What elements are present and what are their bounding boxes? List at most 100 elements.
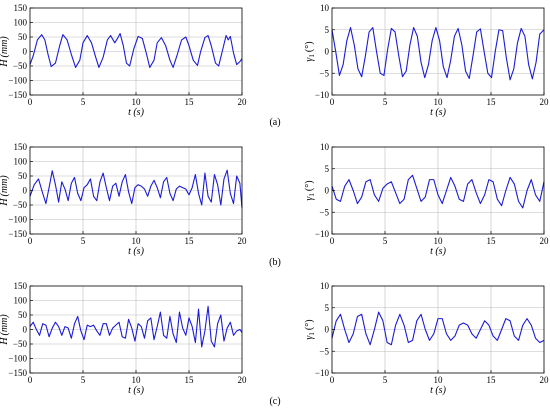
x-tick-label: 0	[330, 375, 335, 385]
y-tick-label: −100	[8, 215, 27, 225]
y-tick-label: 0	[325, 325, 330, 335]
x-tick-label: 15	[487, 375, 497, 385]
x-tick-label: 5	[383, 375, 388, 385]
y-axis-label: γ1 (°)	[304, 180, 316, 200]
y-tick-label: −150	[8, 229, 27, 239]
x-tick-label: 20	[238, 375, 248, 385]
series-line-b-roll-angle	[331, 174, 545, 209]
y-tick-label: 0	[23, 325, 28, 335]
y-tick-label: −5	[319, 207, 329, 217]
series-line-c-wave-height	[29, 305, 243, 348]
series-line-c-roll-angle	[331, 311, 545, 346]
panel-label-c: (c)	[269, 396, 280, 407]
y-tick-label: 10	[320, 281, 330, 291]
y-axis-label-subscript: 1	[308, 54, 316, 58]
x-axis-label: t (s)	[430, 385, 447, 396]
x-tick-label: 20	[540, 97, 550, 107]
y-tick-label: 5	[325, 164, 330, 174]
y-tick-label: −5	[319, 68, 329, 78]
y-axis-label-unit: (°)	[304, 41, 315, 52]
series-line-a-roll-angle	[331, 27, 545, 81]
y-axis-label-unit: (mm)	[0, 314, 10, 336]
y-axis-label-subscript: 1	[308, 332, 316, 336]
y-tick-label: 50	[18, 32, 28, 42]
x-tick-label: 5	[81, 375, 86, 385]
y-axis-label-unit: (°)	[304, 180, 315, 191]
panel-label-b: (b)	[269, 257, 281, 268]
y-axis-label-main: H	[0, 59, 10, 68]
x-tick-label: 15	[487, 97, 497, 107]
y-tick-label: 150	[14, 142, 28, 152]
y-tick-label: −10	[315, 90, 330, 100]
y-tick-label: 50	[18, 171, 28, 181]
x-tick-label: 10	[434, 375, 444, 385]
x-tick-label: 10	[434, 236, 444, 246]
x-tick-label: 5	[383, 97, 388, 107]
y-tick-label: −10	[315, 368, 330, 378]
x-tick-label: 0	[28, 97, 33, 107]
y-tick-label: 100	[14, 296, 28, 306]
x-tick-label: 0	[330, 236, 335, 246]
x-tick-label: 15	[185, 97, 195, 107]
x-tick-label: 10	[434, 97, 444, 107]
series-line-a-wave-height	[29, 32, 243, 68]
x-tick-label: 20	[540, 236, 550, 246]
y-axis-label: γ1 (°)	[304, 41, 316, 61]
y-axis-label-main: H	[0, 337, 10, 346]
y-axis-label-main: γ	[304, 57, 315, 62]
x-tick-label: 20	[238, 236, 248, 246]
x-tick-label: 10	[132, 375, 142, 385]
y-tick-label: 0	[23, 47, 28, 57]
y-tick-label: 10	[320, 142, 330, 152]
y-tick-label: −50	[13, 200, 28, 210]
y-tick-label: −50	[13, 339, 28, 349]
y-tick-label: 150	[14, 281, 28, 291]
x-tick-label: 0	[28, 375, 33, 385]
x-tick-label: 15	[487, 236, 497, 246]
y-tick-label: −100	[8, 354, 27, 364]
x-axis-label: t (s)	[128, 107, 145, 118]
y-tick-label: 100	[14, 157, 28, 167]
y-tick-label: 5	[325, 25, 330, 35]
y-tick-label: −50	[13, 61, 28, 71]
y-axis-label-unit: (mm)	[0, 36, 10, 58]
panel-label-a: (a)	[269, 117, 280, 128]
x-tick-label: 15	[185, 236, 195, 246]
chart-c-wave-height: 0 5 10 15 20 −150 −100 −50 0 50 100 150 t (s) H(mm)	[0, 281, 247, 396]
x-tick-label: 20	[540, 375, 550, 385]
x-tick-label: 15	[185, 375, 195, 385]
y-tick-label: −150	[8, 90, 27, 100]
y-axis-label-unit: (°)	[304, 319, 315, 330]
y-tick-label: 50	[18, 310, 28, 320]
y-tick-label: −10	[315, 229, 330, 239]
x-axis-label: t (s)	[430, 246, 447, 257]
y-tick-label: −5	[319, 346, 329, 356]
y-axis-label: H(mm)	[0, 175, 10, 207]
x-tick-label: 0	[28, 236, 33, 246]
y-axis-label-main: H	[0, 198, 10, 207]
y-tick-label: 5	[325, 303, 330, 313]
x-axis-label: t (s)	[128, 246, 145, 257]
y-tick-label: −150	[8, 368, 27, 378]
y-tick-label: −100	[8, 76, 27, 86]
y-tick-label: 0	[325, 186, 330, 196]
x-tick-label: 10	[132, 97, 142, 107]
y-axis-label: H(mm)	[0, 314, 10, 346]
y-axis-label: H(mm)	[0, 36, 10, 68]
chart-a-wave-height: 0 5 10 15 20 −150 −100 −50 0 50 100 150 t (s) H(mm)	[0, 3, 247, 118]
y-axis-label-unit: (mm)	[0, 175, 10, 197]
y-axis-label-main: γ	[304, 196, 315, 201]
y-tick-label: 10	[320, 3, 330, 13]
y-axis-label: γ1 (°)	[304, 319, 316, 339]
x-axis-label: t (s)	[430, 107, 447, 118]
x-tick-label: 5	[383, 236, 388, 246]
chart-b-wave-height: 0 5 10 15 20 −150 −100 −50 0 50 100 150 t (s) H(mm)	[0, 142, 247, 257]
x-axis-label: t (s)	[128, 385, 145, 396]
series-line-b-wave-height	[29, 169, 243, 208]
y-tick-label: 100	[14, 18, 28, 28]
y-axis-label-subscript: 1	[308, 193, 316, 197]
